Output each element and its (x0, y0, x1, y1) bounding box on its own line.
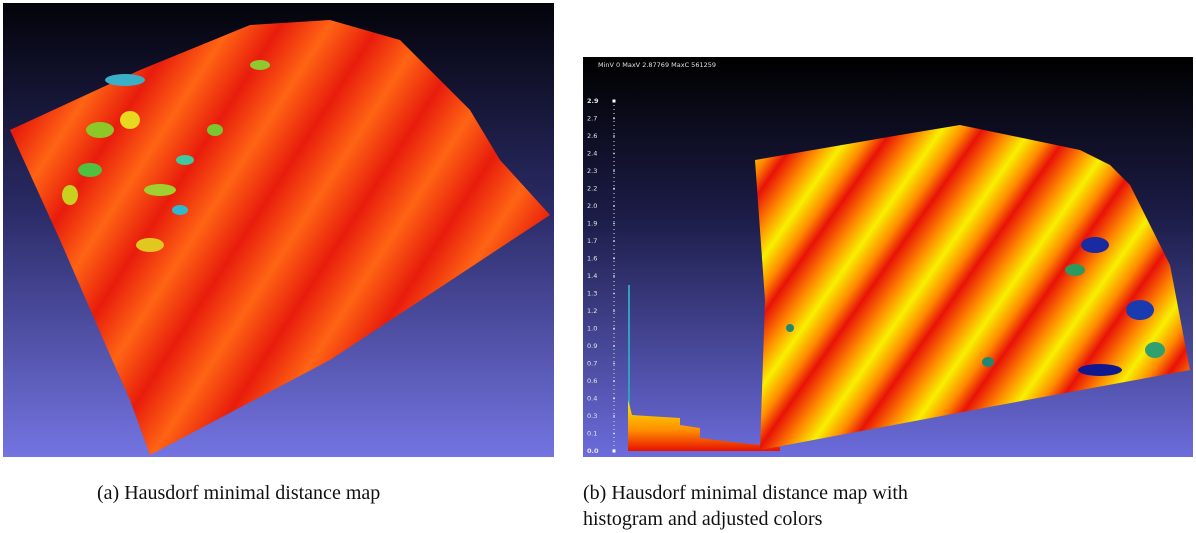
caption-text: Hausdorf minimal distance map (124, 482, 380, 504)
scale-label: 1.6 (587, 255, 597, 263)
scale-tick (613, 205, 614, 206)
scale-label: 2.3 (587, 167, 597, 175)
scale-tick (613, 170, 614, 171)
scale-tick (613, 100, 616, 103)
scale-tick (613, 345, 614, 346)
scale-label: 1.7 (587, 237, 597, 245)
scale-tick (613, 328, 614, 329)
scale-label: 0.9 (587, 342, 597, 350)
scale-tick (613, 433, 614, 434)
scale-label: 0.6 (587, 377, 597, 385)
scale-tick (613, 240, 614, 241)
scale-label: 0.0 (587, 447, 599, 455)
scale-tick (613, 450, 616, 453)
caption: (a) Hausdorf minimal distance map (97, 480, 380, 506)
scale-tick (613, 275, 614, 276)
scale-tick (613, 310, 614, 311)
scale-tick (613, 415, 614, 416)
scale-tick (613, 135, 614, 136)
caption-label: (a) (97, 482, 119, 504)
scale-label: 2.7 (587, 115, 597, 123)
scale-label: 2.4 (587, 150, 597, 158)
caption-text: Hausdorf minimal distance map with histo… (583, 482, 908, 530)
scale-label: 2.9 (587, 97, 599, 105)
scale-label: 0.1 (587, 430, 597, 438)
scale-label: 0.3 (587, 412, 597, 420)
page: {"figure": {"panels": [ {"label": "(a)",… (0, 0, 1196, 533)
scale-tick (613, 293, 614, 294)
scale-label: 1.4 (587, 272, 597, 280)
scale-tick (613, 363, 614, 364)
scale-label: 2.6 (587, 132, 597, 140)
caption: (b) Hausdorf minimal distance map with h… (583, 480, 983, 532)
scale-label: 0.4 (587, 395, 597, 403)
scale-label: 0.7 (587, 360, 597, 368)
caption-label: (b) (583, 482, 606, 504)
figure: MinV 0 MaxV 2.87769 MaxC 561259 2.9 2.7 2.… (0, 0, 1196, 533)
scale-tick (613, 118, 614, 119)
scale-tick (613, 398, 614, 399)
scale-tick (613, 188, 614, 189)
scale-label: 1.9 (587, 220, 597, 228)
scale-tick (613, 223, 614, 224)
overlay-text: MinV 0 MaxV 2.87769 MaxC 561259 (598, 61, 716, 69)
scale-tick (613, 258, 614, 259)
scale-tick (613, 153, 614, 154)
scale-label: 1.0 (587, 325, 597, 333)
scale-label: 2.2 (587, 185, 597, 193)
scale-label: 2.0 (587, 202, 597, 210)
scale-label: 1.2 (587, 307, 597, 315)
scale-tick (613, 380, 614, 381)
scale-label: 1.3 (587, 290, 597, 298)
